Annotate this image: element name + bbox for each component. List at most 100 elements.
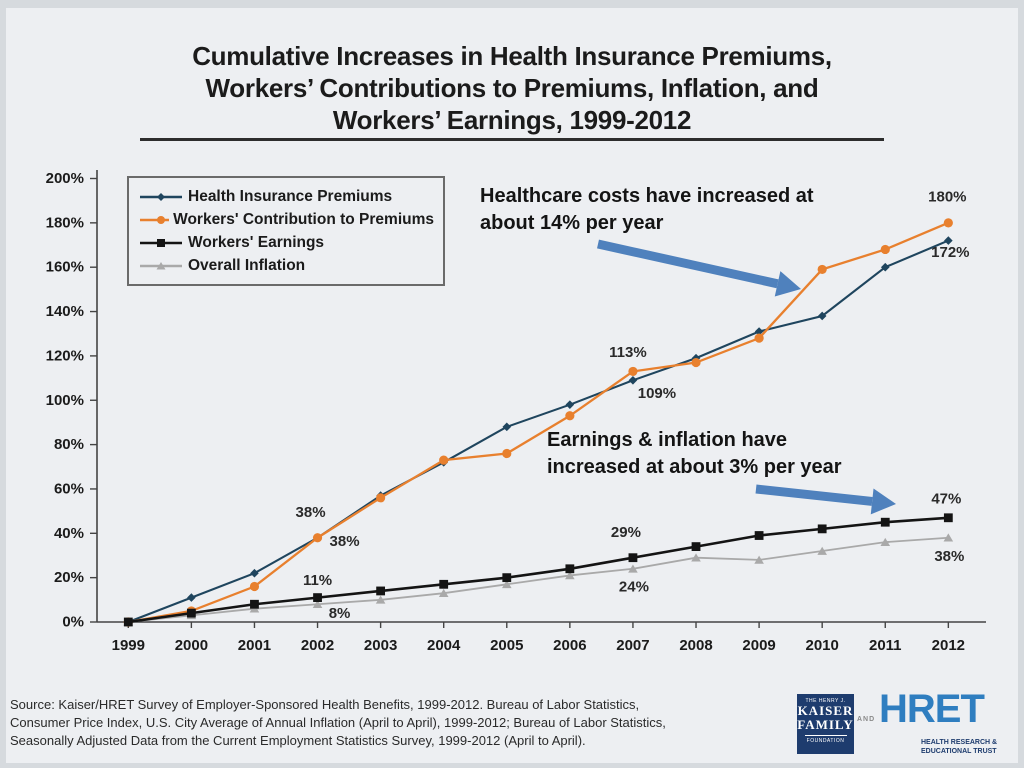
earnings-marker-icon: [502, 573, 512, 583]
annotation-healthcare-line-2: about 14% per year: [480, 212, 664, 234]
legend-contributions-marker-icon: [157, 215, 165, 224]
hret-logo: HRET: [879, 686, 985, 732]
legend-earnings-marker-icon: [157, 238, 165, 247]
series-line-inflation: [128, 536, 949, 623]
point-label-earnings-2012: 47%: [931, 490, 961, 507]
legend-item-inflation: Overall Inflation: [138, 257, 434, 275]
earnings-marker-icon: [123, 617, 133, 627]
hret-subtext-line-1: HEALTH RESEARCH &: [921, 739, 998, 746]
point-label-premiums-2002: 38%: [330, 533, 360, 550]
legend-triangle-swatch-icon: [140, 261, 182, 269]
inflation-marker-icon: [817, 546, 827, 555]
kaiser-family-foundation-logo: THE HENRY J. KAISER FAMILY FOUNDATION: [797, 694, 854, 754]
premiums-marker-icon: [817, 311, 827, 321]
x-tick-label: 2007: [616, 637, 649, 654]
contributions-marker-icon: [376, 493, 386, 503]
contributions-marker-icon: [628, 366, 638, 377]
contributions-marker-icon: [312, 533, 323, 543]
inflation-marker-icon: [880, 537, 891, 546]
hret-logo-name: HRET: [879, 687, 985, 731]
annotation-healthcare-line-1: Healthcare costs have increased at: [480, 185, 814, 207]
earnings-marker-icon: [313, 593, 322, 603]
page-title: Cumulative Increases in Health Insurance…: [0, 40, 1024, 136]
earnings-marker-icon: [250, 599, 259, 609]
inflation-marker-icon: [754, 555, 764, 564]
inflation-marker-icon: [691, 553, 701, 562]
premiums-marker-icon: [502, 422, 512, 432]
contributions-marker-icon: [439, 455, 449, 465]
contributions-marker-icon: [565, 411, 575, 421]
source-line-3: Seasonally Adjusted Data from the Curren…: [10, 733, 586, 748]
earnings-marker-icon: [691, 542, 701, 552]
legend-diamond-swatch-icon: [140, 192, 182, 201]
annotation-arrow: [755, 484, 873, 506]
legend-square-swatch-icon: [140, 238, 182, 247]
x-tick-label: 2001: [238, 637, 271, 654]
hret-logo-subtext: HEALTH RESEARCH & EDUCATIONAL TRUST: [921, 739, 997, 756]
title-line-3: Workers’ Earnings, 1999-2012: [332, 105, 692, 135]
contributions-marker-icon: [880, 244, 890, 255]
source-line-1: Source: Kaiser/HRET Survey of Employer-S…: [10, 697, 640, 712]
y-tick-label: 40%: [54, 525, 84, 542]
point-label-contributions-2012: 180%: [928, 188, 966, 205]
x-tick-label: 2003: [364, 637, 397, 654]
point-label-contributions-2007: 113%: [609, 344, 647, 361]
y-tick-label: 140%: [46, 303, 84, 320]
annotation-arrowhead-icon: [870, 488, 896, 515]
x-tick-label: 2004: [427, 637, 461, 654]
y-tick-label: 160%: [46, 259, 84, 276]
x-tick-label: 2009: [742, 637, 775, 654]
legend-item-premiums: Health Insurance Premiums: [138, 188, 434, 206]
series-line-contributions: [128, 221, 949, 624]
point-label-earnings-2007: 29%: [611, 524, 641, 541]
earnings-marker-icon: [817, 524, 827, 534]
kaiser-logo-bottom-text: FOUNDATION: [806, 738, 845, 744]
x-tick-label: 2008: [679, 637, 712, 654]
legend-label-contributions: Workers' Contribution to Premiums: [173, 210, 434, 228]
premiums-marker-icon: [187, 593, 196, 602]
point-label-premiums-2012: 172%: [931, 244, 969, 261]
x-tick-label: 2005: [490, 637, 523, 654]
point-label-contributions-2002: 38%: [296, 504, 326, 521]
point-label-earnings-2002: 11%: [303, 572, 332, 589]
and-label: AND: [857, 716, 876, 723]
series-line-earnings: [128, 516, 949, 624]
inflation-marker-icon: [438, 588, 449, 597]
legend-item-earnings: Workers' Earnings: [138, 234, 434, 252]
annotation-arrowhead-icon: [774, 271, 801, 297]
x-tick-label: 2010: [805, 637, 838, 654]
x-tick-label: 2000: [175, 637, 208, 654]
inflation-marker-icon: [312, 599, 323, 609]
x-tick-label: 1999: [112, 637, 145, 654]
legend-circle-swatch-icon: [140, 215, 170, 224]
inflation-marker-icon: [628, 564, 638, 573]
y-tick-label: 60%: [54, 480, 84, 497]
contributions-marker-icon: [754, 333, 764, 343]
kaiser-logo-name-2: FAMILY: [797, 717, 854, 732]
kaiser-logo-divider: [804, 735, 847, 736]
hret-subtext-line-2: EDUCATIONAL TRUST: [921, 747, 997, 755]
source-note: Source: Kaiser/HRET Survey of Employer-S…: [10, 696, 666, 750]
y-tick-label: 200%: [46, 170, 84, 187]
inflation-marker-icon: [501, 580, 512, 589]
earnings-marker-icon: [439, 579, 449, 589]
y-tick-label: 0%: [62, 614, 84, 631]
premiums-marker-icon: [628, 375, 638, 385]
contributions-marker-icon: [249, 581, 260, 592]
annotation-healthcare: Healthcare costs have increased at about…: [480, 183, 814, 237]
annotation-earnings-line-2: increased at about 3% per year: [547, 456, 842, 478]
legend-inflation-marker-icon: [156, 261, 166, 269]
annotation-earnings-line-1: Earnings & inflation have: [547, 429, 788, 451]
kaiser-logo-name-1: KAISER: [797, 703, 854, 718]
earnings-marker-icon: [754, 531, 764, 540]
legend-item-contributions: Workers' Contribution to Premiums: [138, 211, 434, 229]
y-tick-label: 80%: [54, 436, 84, 453]
earnings-marker-icon: [628, 553, 638, 563]
premiums-marker-icon: [880, 262, 890, 272]
x-tick-label: 2011: [869, 637, 902, 654]
contributions-marker-icon: [817, 264, 827, 275]
contributions-marker-icon: [943, 218, 953, 228]
title-underline: [140, 138, 884, 141]
inflation-marker-icon: [565, 571, 575, 580]
